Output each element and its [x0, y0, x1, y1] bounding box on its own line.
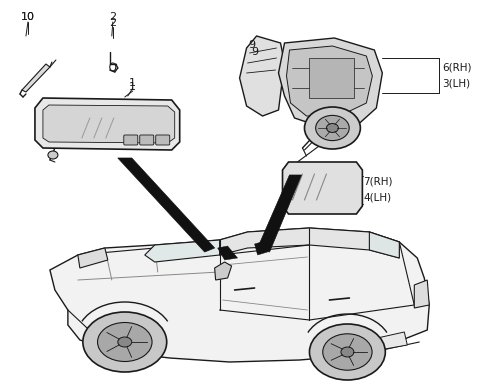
Polygon shape — [215, 262, 232, 280]
Text: 3(LH): 3(LH) — [442, 79, 470, 89]
Polygon shape — [240, 36, 285, 116]
Text: 10: 10 — [21, 12, 35, 22]
Polygon shape — [283, 162, 362, 214]
Polygon shape — [220, 228, 399, 258]
Text: 2: 2 — [109, 12, 116, 22]
Ellipse shape — [310, 324, 385, 380]
Polygon shape — [78, 248, 108, 268]
Polygon shape — [43, 105, 175, 143]
Polygon shape — [310, 58, 354, 98]
Polygon shape — [370, 232, 399, 258]
Text: 6(RH): 6(RH) — [442, 63, 472, 73]
Polygon shape — [22, 64, 50, 92]
Text: 4(LH): 4(LH) — [363, 193, 392, 203]
Ellipse shape — [97, 323, 152, 362]
Polygon shape — [254, 242, 267, 255]
FancyBboxPatch shape — [124, 135, 138, 145]
Ellipse shape — [118, 337, 132, 347]
Text: 1: 1 — [129, 82, 136, 92]
Text: 7(RH): 7(RH) — [363, 177, 393, 187]
Text: 9: 9 — [248, 40, 255, 50]
Polygon shape — [278, 38, 383, 128]
FancyBboxPatch shape — [140, 135, 154, 145]
Ellipse shape — [323, 334, 372, 370]
Ellipse shape — [83, 312, 167, 372]
Ellipse shape — [48, 151, 58, 159]
Polygon shape — [414, 280, 429, 308]
Ellipse shape — [341, 347, 354, 357]
Polygon shape — [118, 158, 215, 252]
Ellipse shape — [326, 124, 338, 133]
Text: 9: 9 — [251, 47, 258, 57]
Ellipse shape — [316, 115, 349, 141]
Polygon shape — [287, 46, 372, 116]
Ellipse shape — [304, 107, 360, 149]
Text: 1: 1 — [129, 78, 136, 88]
Polygon shape — [258, 175, 301, 252]
Text: 10: 10 — [21, 12, 35, 22]
FancyBboxPatch shape — [156, 135, 170, 145]
Polygon shape — [377, 332, 408, 350]
Polygon shape — [145, 240, 220, 262]
Polygon shape — [217, 246, 238, 260]
Text: 2: 2 — [109, 18, 116, 28]
Polygon shape — [50, 228, 429, 362]
Polygon shape — [35, 98, 180, 150]
